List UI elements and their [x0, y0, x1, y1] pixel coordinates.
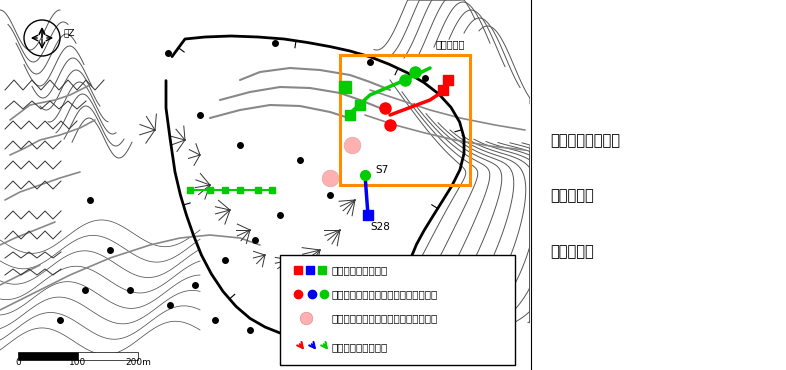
Text: S7: S7: [375, 165, 388, 175]
Text: おける適用: おける適用: [550, 244, 594, 259]
Bar: [280, 255, 515, 365]
Text: S28: S28: [370, 222, 390, 232]
Bar: [78, 352, 138, 360]
Bar: [18, 352, 78, 360]
Text: 図２：地すべり地: 図２：地すべり地: [550, 133, 620, 148]
Text: 図４拡大部: 図４拡大部: [435, 39, 465, 49]
Text: 100: 100: [69, 358, 86, 367]
Text: 0: 0: [15, 358, 21, 367]
Text: 岩盤斜面に: 岩盤斜面に: [550, 189, 594, 204]
Text: トレーサー検出地点（多孔質媒体型）: トレーサー検出地点（多孔質媒体型）: [332, 313, 439, 323]
Text: 200m: 200m: [125, 358, 151, 367]
Text: 推定地下水流動経路: 推定地下水流動経路: [332, 342, 388, 352]
Text: －Z: －Z: [63, 28, 75, 37]
Bar: [340, 55, 470, 185]
Text: トレーサー検出地点（亀裂性岩盤型）: トレーサー検出地点（亀裂性岩盤型）: [332, 289, 439, 299]
Text: トレーサー投入地点: トレーサー投入地点: [332, 265, 388, 275]
